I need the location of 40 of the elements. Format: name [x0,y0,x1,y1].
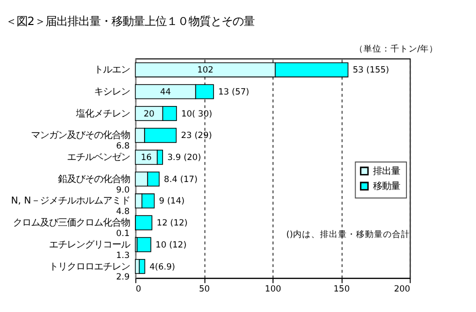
data-label: 44 [160,88,171,98]
data-label: 8.4 (17) [164,174,198,185]
data-label: 3.9 (20) [167,153,202,164]
y-tick-label: トルエン [94,64,130,76]
data-label: 13 (57) [218,88,250,98]
data-label: 4(6.9) [150,262,176,272]
text: （単位：千トン/年） [354,44,438,55]
legend-label: 排出量 [372,166,400,177]
x-tick-label: 200 [394,284,410,295]
y-tick-label: 塩化メチレン [75,108,130,120]
data-label: 53 (155) [352,66,390,76]
data-label: 10( 30) [181,109,212,120]
x-tick-label: 100 [264,284,282,295]
y-tick-label: エチルベンゼン [67,152,130,164]
data-label: 10 (12) [156,240,187,250]
data-label: 0.1 [116,229,130,240]
chart-title: ＜図2＞届出排出量・移動量上位１０物質とその量 [5,14,255,28]
annotation: ()内は、排出量・移動量の合計 [286,228,410,240]
x-tick-label: 150 [334,284,350,295]
x-tick-label: 0 [136,284,142,295]
y-tick-label: 鉛及びその化合物 [58,174,130,185]
data-label: 20 [144,109,154,120]
data-label: 9.0 [116,185,130,196]
y-tick-label: トリクロロエチレン [49,261,130,272]
data-label: 1.3 [116,250,130,261]
y-tick-label: キシレン [94,86,130,98]
data-label: 102 [197,66,214,76]
y-tick-label: クロム及び三価クロム化合物 [13,218,130,229]
data-label: 12 (12) [156,218,188,229]
data-label: 9 (14) [158,196,185,207]
legend-label: 移動量 [372,181,400,192]
data-label: 16 [140,153,152,164]
x-tick-label: 50 [198,284,210,295]
data-label: 6.8 [116,142,130,152]
data-label: 23 (29) [180,131,212,142]
y-tick-label: マンガン及びその化合物 [31,130,130,142]
data-label: 2.9 [116,272,130,283]
y-tick-label: エチレングリコール [49,239,130,250]
data-label: 4.8 [116,207,130,218]
y-tick-label: N, N－ジメチルホルムアミド [10,196,130,207]
